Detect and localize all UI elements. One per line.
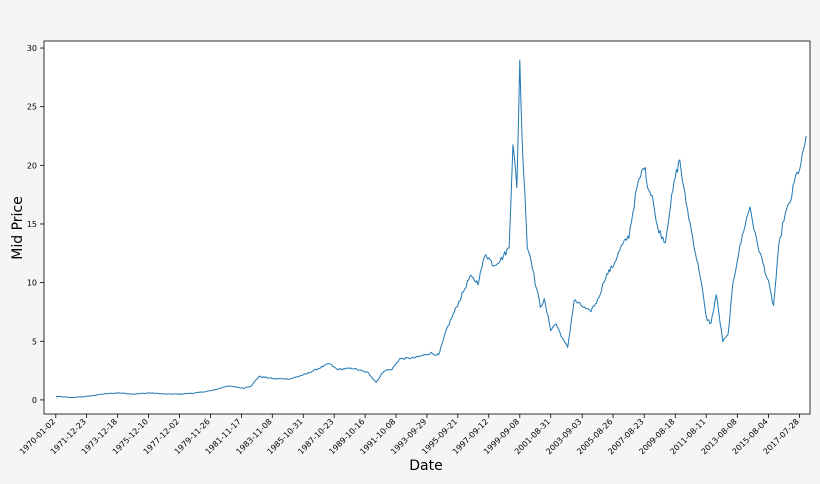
y-tick-label: 10 <box>27 279 37 288</box>
plot-area <box>44 41 810 414</box>
y-tick-label: 0 <box>32 396 37 405</box>
y-tick-label: 30 <box>27 44 37 53</box>
y-tick-label: 20 <box>27 161 37 170</box>
plot-frame <box>43 40 811 415</box>
y-axis-title: Mid Price <box>10 196 26 259</box>
y-tick-label: 5 <box>32 337 37 346</box>
x-axis-title: Date <box>409 458 442 474</box>
y-tick-label: 15 <box>27 220 37 229</box>
series-line-mid-price <box>55 59 807 399</box>
y-tick-label: 25 <box>27 103 37 112</box>
